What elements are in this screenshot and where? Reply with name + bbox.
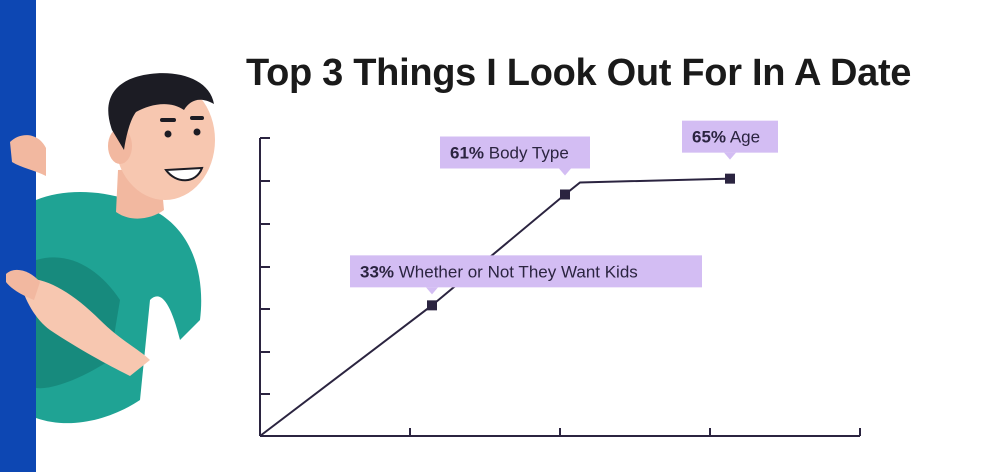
peeking-man-illustration [6,73,215,424]
data-label-pointer [559,168,571,176]
data-label-box [440,136,590,169]
data-label-box [682,120,778,153]
data-label-category: Whether or Not They Want Kids [394,262,638,281]
data-labels: 33% Whether or Not They Want Kids 61% Bod… [350,120,778,295]
data-label-value: 61% [450,143,484,162]
data-label-value: 65% [692,128,726,147]
chart-axes [259,137,861,437]
data-label-category: Age [726,128,760,147]
data-label-text: 65% Age [692,128,760,147]
data-point-marker [427,300,437,311]
data-label-category: Body Type [484,143,569,162]
data-label-pointer [724,152,736,160]
data-label-box [350,255,702,288]
data-point-marker [560,189,570,200]
data-label: 61% Body Type [440,136,590,176]
chart-title: Top 3 Things I Look Out For In A Date [246,52,912,94]
data-label: 65% Age [682,120,778,160]
series-line [259,177,731,437]
data-label-text: 33% Whether or Not They Want Kids [360,262,638,281]
left-blue-bar [0,0,36,472]
data-point-marker [725,173,735,184]
data-label-pointer [426,287,438,295]
data-label-text: 61% Body Type [450,143,569,162]
series-markers [427,173,735,311]
data-label-value: 33% [360,262,394,281]
data-label: 33% Whether or Not They Want Kids [350,255,702,295]
